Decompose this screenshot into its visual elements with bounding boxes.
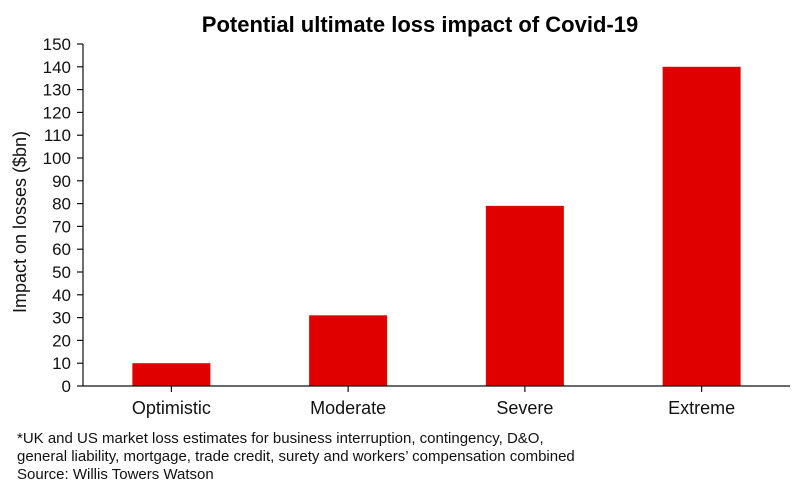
footnote-line-2: general liability, mortgage, trade credi… [17, 448, 575, 465]
y-tick-label: 80 [52, 195, 71, 214]
y-axis-label: Impact on losses ($bn) [10, 131, 30, 313]
y-tick-label: 100 [43, 149, 71, 168]
bar-moderate [309, 315, 388, 386]
y-tick-label: 0 [62, 377, 71, 396]
y-tick-label: 40 [52, 286, 71, 305]
y-tick-label: 50 [52, 263, 71, 282]
y-tick-label: 90 [52, 172, 71, 191]
x-tick-label-severe: Severe [496, 398, 553, 418]
x-tick-label-moderate: Moderate [310, 398, 386, 418]
bar-optimistic [132, 363, 211, 386]
x-tick-label-extreme: Extreme [668, 398, 735, 418]
y-tick-label: 30 [52, 309, 71, 328]
source-note: Source: Willis Towers Watson [17, 466, 214, 483]
bar-severe [485, 205, 564, 386]
bars [132, 66, 741, 387]
y-tick-label: 20 [52, 331, 71, 350]
y-tick-label: 10 [52, 354, 71, 373]
chart-title: Potential ultimate loss impact of Covid-… [202, 12, 638, 37]
bar-extreme [662, 66, 741, 387]
y-axis: 0 10 20 30 40 50 60 70 80 90 100 110 120 130 140 150 [43, 35, 83, 396]
x-tick-label-optimistic: Optimistic [132, 398, 211, 418]
y-tick-label: 130 [43, 81, 71, 100]
footnote-line-1: *UK and US market loss estimates for bus… [17, 430, 544, 447]
y-tick-label: 140 [43, 58, 71, 77]
y-tick-label: 110 [44, 126, 71, 145]
y-tick-label: 150 [43, 35, 71, 54]
x-axis: Optimistic Moderate Severe Extreme [132, 386, 735, 418]
y-tick-label: 120 [43, 103, 71, 122]
y-tick-label: 60 [52, 240, 71, 259]
y-tick-label: 70 [52, 217, 71, 236]
